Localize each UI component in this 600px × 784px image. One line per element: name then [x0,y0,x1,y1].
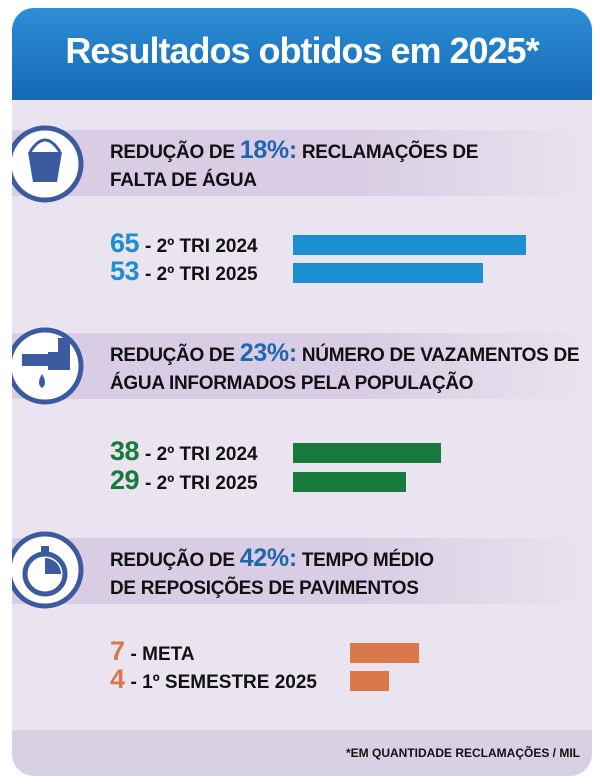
heading-band [12,130,592,196]
row-label: 7- META [110,636,195,667]
row-label: 29- 2º TRI 2025 [110,465,258,496]
value-label: 53 [110,256,140,286]
heading-rest: TEMPO MÉDIO DE REPOSIÇÕES DE PAVIMENTOS [110,550,434,599]
row-label: 53- 2º TRI 2025 [110,256,258,287]
category-label: - 2º TRI 2025 [145,473,258,494]
title: Resultados obtidos em 2025* [65,30,539,71]
value-label: 65 [110,228,140,258]
heading-rest: RECLAMAÇÕES DE FALTA DE ÁGUA [110,142,479,191]
category-label: - 2º TRI 2024 [145,444,258,465]
row-label: 38- 2º TRI 2024 [110,436,258,467]
header: Resultados obtidos em 2025* [12,8,592,100]
bar [350,671,390,691]
value-label: 4 [110,664,125,694]
footer: *EM QUANTIDADE RECLAMAÇÕES / MIL [12,730,592,776]
category-label: - META [130,644,195,665]
heading-highlight: 18%: [239,136,297,164]
category-label: - 1º SEMESTRE 2025 [130,672,317,693]
heading-highlight: 42%: [239,544,297,572]
heading-band [12,538,592,604]
heading-band [12,333,592,399]
value-label: 29 [110,465,140,495]
value-label: 7 [110,636,125,666]
bucket-icon [12,125,84,203]
heading-lead: REDUÇÃO DE [110,345,235,366]
heading-lead: REDUÇÃO DE [110,550,235,571]
pipe-icon [12,327,84,405]
bar [293,235,526,255]
bar [293,472,406,492]
heading: REDUÇÃO DE 18%: RECLAMAÇÕES DE FALTA DE … [110,136,510,195]
card: Resultados obtidos em 2025* *EM QUANTIDA… [12,8,592,776]
heading: REDUÇÃO DE 23%: NÚMERO DE VAZAMENTOS DE … [110,339,585,398]
row-label: 65- 2º TRI 2024 [110,228,258,259]
category-label: - 2º TRI 2025 [145,264,258,285]
stopwatch-icon [12,531,84,609]
bar [293,263,483,283]
category-label: - 2º TRI 2024 [145,236,258,257]
bar [350,643,419,663]
heading-highlight: 23%: [239,339,297,367]
heading-lead: REDUÇÃO DE [110,142,235,163]
bar [293,443,441,463]
value-label: 38 [110,436,140,466]
row-label: 4- 1º SEMESTRE 2025 [110,664,317,695]
heading-rest: NÚMERO DE VAZAMENTOS DE ÁGUA INFORMADOS … [110,345,580,394]
heading: REDUÇÃO DE 42%: TEMPO MÉDIO DE REPOSIÇÕE… [110,544,440,603]
footnote: *EM QUANTIDADE RECLAMAÇÕES / MIL [346,746,580,760]
